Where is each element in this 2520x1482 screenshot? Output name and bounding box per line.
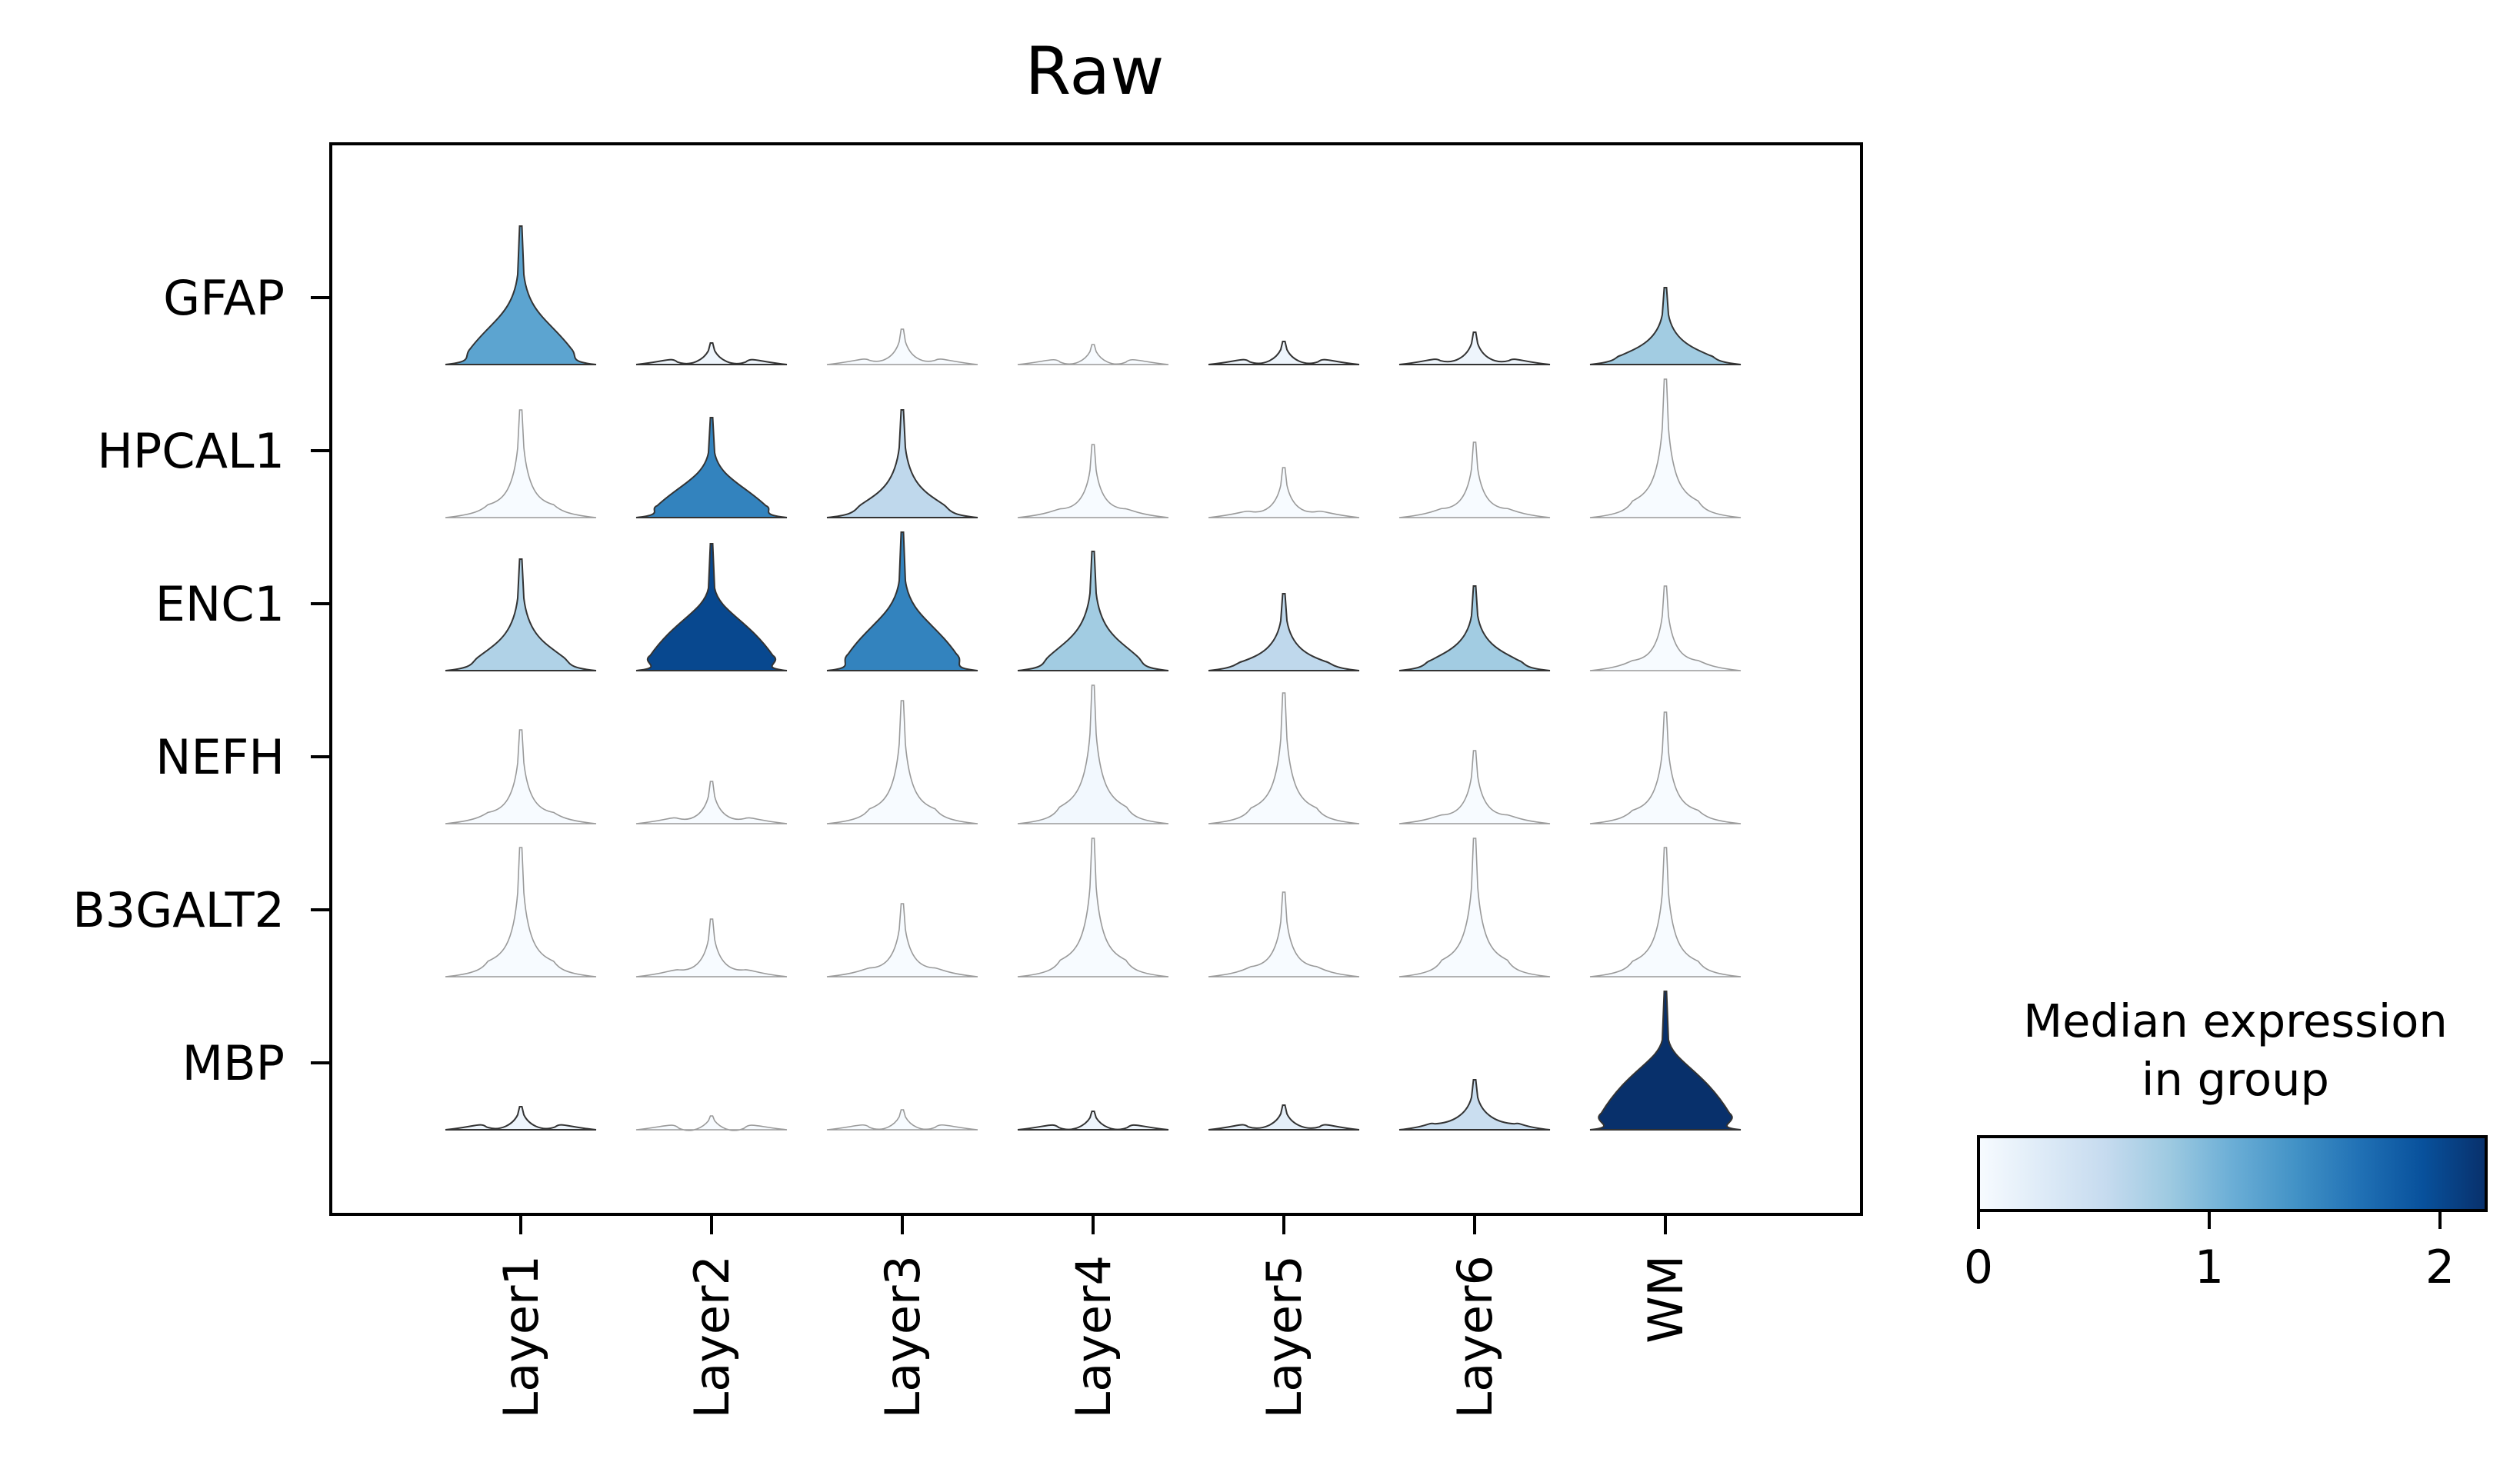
violin-hpcal1-layer2 [635, 417, 788, 518]
colorbar-ticks: 0 1 2 [1964, 1211, 2455, 1294]
violin-b3galt2-wm [1589, 847, 1742, 977]
violin-enc1-layer5 [1208, 593, 1360, 671]
violin-mbp-layer2 [635, 1115, 788, 1131]
violin-gfap-layer6 [1398, 331, 1551, 365]
violin-gfap-layer2 [635, 342, 788, 365]
violin-enc1-wm [1589, 585, 1742, 671]
x-tick-label: Layer1 [493, 1255, 549, 1418]
violin-mbp-layer1 [445, 1106, 597, 1131]
x-tick-label: Layer3 [875, 1255, 931, 1418]
violin-gfap-layer1 [445, 225, 597, 365]
x-tick-label: Layer2 [684, 1255, 740, 1418]
violin-gfap-layer3 [826, 328, 978, 365]
x-tick-label: Layer4 [1065, 1255, 1122, 1418]
violin-hpcal1-layer5 [1208, 467, 1360, 518]
x-tick-label: WM [1638, 1255, 1694, 1344]
x-axis: Layer1 Layer2 Layer3 Layer4 Layer5 Layer6 WM [493, 1214, 1694, 1418]
chart-title: Raw [1025, 33, 1165, 110]
y-tick-label: GFAP [163, 270, 285, 326]
violin-b3galt2-layer5 [1208, 891, 1360, 977]
violin-enc1-layer1 [445, 558, 597, 671]
violin-gfap-layer5 [1208, 341, 1360, 365]
violin-b3galt2-layer4 [1017, 838, 1169, 977]
violin-nefh-layer6 [1398, 750, 1551, 824]
y-tick-label: MBP [182, 1035, 285, 1091]
y-tick-label: NEFH [155, 729, 285, 785]
violin-b3galt2-layer6 [1398, 838, 1551, 977]
violin-b3galt2-layer3 [826, 903, 978, 977]
colorbar-title-line2: in group [2142, 1053, 2329, 1106]
colorbar-tick-label: 1 [2195, 1241, 2224, 1294]
violin-enc1-layer2 [635, 543, 788, 671]
y-tick-label: B3GALT2 [72, 882, 285, 938]
violin-b3galt2-layer1 [445, 847, 597, 977]
violin-nefh-layer5 [1208, 692, 1360, 824]
violin-mbp-wm [1589, 991, 1742, 1131]
violin-nefh-layer2 [635, 781, 788, 824]
x-tick-label: Layer6 [1447, 1255, 1503, 1418]
violin-hpcal1-layer6 [1398, 441, 1551, 518]
plot-frame [329, 142, 1863, 1216]
violin-enc1-layer6 [1398, 585, 1551, 671]
violin-mbp-layer5 [1208, 1104, 1360, 1131]
x-tick-label: Layer5 [1256, 1255, 1312, 1418]
violin-mbp-layer3 [826, 1109, 978, 1131]
violin-nefh-layer4 [1017, 684, 1169, 824]
violin-mbp-layer6 [1398, 1079, 1551, 1131]
violins-group [445, 225, 1742, 1131]
y-axis: GFAP HPCAL1 ENC1 NEFH B3GALT2 MBP [72, 270, 331, 1091]
violin-b3galt2-layer2 [635, 918, 788, 977]
violin-hpcal1-wm [1589, 378, 1742, 518]
y-tick-label: ENC1 [155, 576, 285, 632]
violin-nefh-wm [1589, 711, 1742, 824]
colorbar-tick-label: 2 [2425, 1241, 2455, 1294]
colorbar-title-line1: Median expression [2023, 994, 2448, 1047]
violin-nefh-layer1 [445, 729, 597, 824]
violin-enc1-layer3 [826, 531, 978, 671]
y-tick-label: HPCAL1 [97, 423, 285, 479]
violin-hpcal1-layer4 [1017, 444, 1169, 518]
colorbar-bar [1977, 1135, 2488, 1212]
violin-gfap-wm [1589, 287, 1742, 365]
violin-hpcal1-layer1 [445, 409, 597, 518]
colorbar: Median expression in group 0 1 2 [1964, 994, 2488, 1294]
colorbar-tick-label: 0 [1964, 1241, 1993, 1294]
violin-gfap-layer4 [1017, 344, 1169, 365]
violin-nefh-layer3 [826, 700, 978, 824]
violin-enc1-layer4 [1017, 551, 1169, 671]
violin-hpcal1-layer3 [826, 409, 978, 518]
violin-mbp-layer4 [1017, 1111, 1169, 1131]
